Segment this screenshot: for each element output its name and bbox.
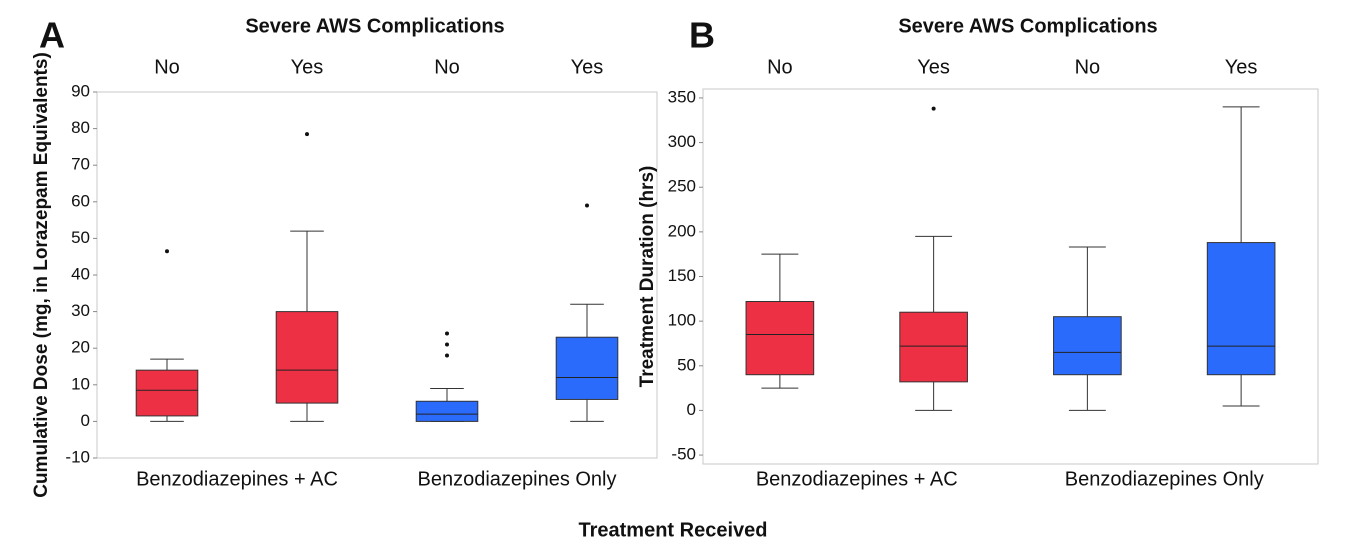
box [899,311,968,383]
category-label: No [434,56,460,78]
y-tick-label: 10 [71,374,90,393]
group-label: Benzodiazepines Only [417,468,616,490]
y-tick-label: 150 [668,266,696,285]
y-tick-label: 50 [71,228,90,247]
category-label: No [1075,56,1101,78]
y-tick-label: 100 [668,311,696,330]
y-tick-label: -50 [671,445,696,464]
y-tick-label: 300 [668,132,696,151]
y-tick-label: -10 [65,447,90,466]
y-tick-label: 20 [71,338,90,357]
y-tick-label: 70 [71,155,90,174]
panel-label: A [39,15,65,56]
y-tick-label: 80 [71,118,90,137]
group-label: Benzodiazepines Only [1065,468,1264,490]
box [415,400,479,422]
y-axis-label: Treatment Duration (hrs) [637,166,658,388]
box [745,301,815,376]
y-tick-label: 40 [71,264,90,283]
y-axis-label: Cumulative Dose (mg, in Lorazepam Equiva… [31,52,52,498]
y-tick-label: 90 [71,81,90,100]
outlier [445,342,449,347]
box [135,369,199,417]
category-label: Yes [571,56,604,78]
outlier [445,353,449,358]
outlier [931,106,936,111]
y-tick-label: 0 [687,400,696,419]
y-tick-label: 50 [677,355,696,374]
y-tick-label: 30 [71,301,90,320]
x-axis-label: Treatment Received [579,519,768,541]
y-tick-label: 60 [71,191,90,210]
box [555,336,619,400]
outlier [585,203,589,208]
panel-label: B [689,15,715,56]
group-label: Benzodiazepines + AC [136,468,338,490]
y-tick-label: 0 [81,411,90,430]
outlier [165,249,169,254]
group-label: Benzodiazepines + AC [756,468,958,490]
category-label: Yes [1225,56,1258,78]
y-tick-label: 350 [668,87,696,106]
y-tick-label: 200 [668,221,696,240]
category-label: Yes [291,56,324,78]
chart-title: Severe AWS Complications [245,15,504,37]
outlier [305,132,309,137]
box [1053,316,1122,376]
category-label: No [154,56,180,78]
chart-title: Severe AWS Complications [898,15,1157,37]
category-label: Yes [917,56,950,78]
category-label: No [767,56,793,78]
box [1206,242,1276,376]
y-tick-label: 250 [668,177,696,196]
outlier [445,331,449,336]
box [275,311,339,404]
